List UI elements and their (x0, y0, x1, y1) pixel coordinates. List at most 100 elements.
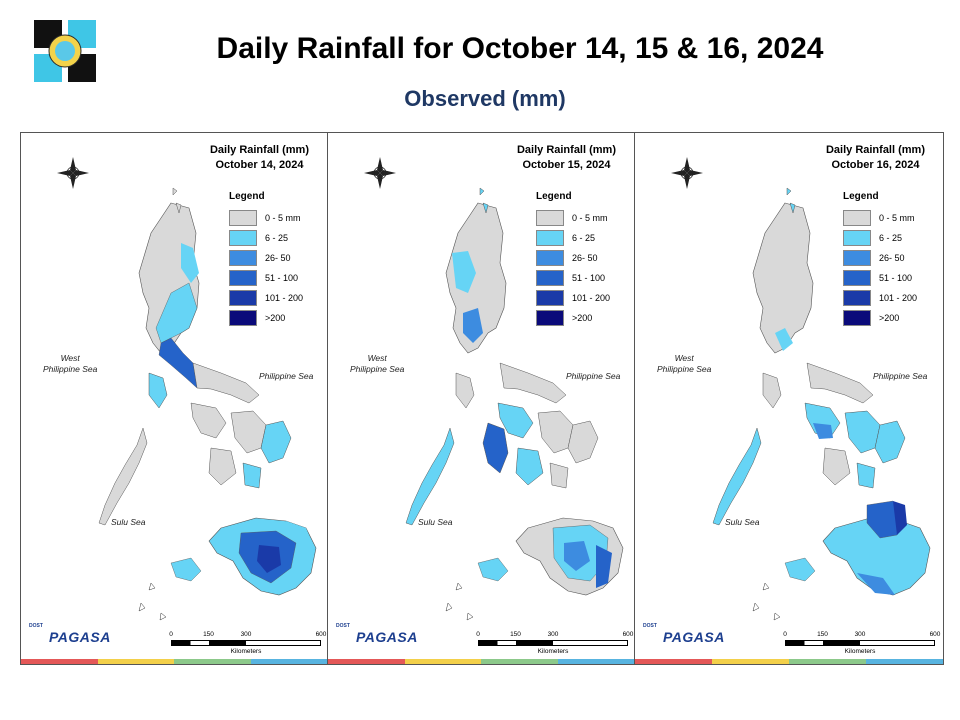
panel-title: Daily Rainfall (mm) October 14, 2024 (210, 143, 309, 173)
scale-unit: Kilometers (537, 648, 569, 655)
legend-item: 51 - 100 (536, 268, 610, 288)
compass-rose-icon (57, 157, 89, 189)
panel-title: Daily Rainfall (mm) October 16, 2024 (826, 143, 925, 173)
legend-item: >200 (229, 308, 303, 328)
scale-line (478, 640, 628, 646)
legend-swatch (843, 310, 871, 326)
legend-label: 101 - 200 (879, 293, 918, 303)
legend-swatch (229, 270, 257, 286)
legend-item: 51 - 100 (229, 268, 303, 288)
legend-label: 6 - 25 (265, 233, 289, 243)
west-philippine-sea-label: West Philippine Sea (657, 353, 712, 374)
legend-label: 51 - 100 (572, 273, 606, 283)
compass-rose-icon (364, 157, 396, 189)
brand-name: PAGASA (663, 629, 725, 645)
legend-item: 101 - 200 (843, 288, 917, 308)
legend: Legend 0 - 5 mm 6 - 25 26- 50 51 - 100 1… (843, 191, 917, 328)
legend-label: 0 - 5 mm (879, 213, 915, 223)
legend-item: 0 - 5 mm (843, 208, 917, 228)
pagasa-brand: DOST PAGASA (27, 621, 110, 651)
west-philippine-sea-label: West Philippine Sea (43, 353, 98, 374)
legend-swatch (229, 290, 257, 306)
scale-tick: 300 (547, 631, 559, 638)
legend-item: 6 - 25 (843, 228, 917, 248)
legend-swatch (536, 310, 564, 326)
map-panel-oct-16: Daily Rainfall (mm) October 16, 2024 Leg… (635, 133, 943, 664)
pagasa-seal-logo (32, 18, 98, 84)
legend-swatch (536, 230, 564, 246)
legend-swatch (229, 230, 257, 246)
legend-swatch (843, 250, 871, 266)
legend-swatch (536, 270, 564, 286)
legend-label: 0 - 5 mm (265, 213, 301, 223)
legend-item: 26- 50 (843, 248, 917, 268)
legend-swatch (843, 270, 871, 286)
legend-title: Legend (536, 191, 572, 202)
scale-unit: Kilometers (230, 648, 262, 655)
sulu-sea-label: Sulu Sea (725, 517, 760, 527)
legend-label: 26- 50 (879, 253, 905, 263)
brand-dost-label: DOST (29, 623, 43, 629)
legend: Legend 0 - 5 mm 6 - 25 26- 50 51 - 100 1… (536, 191, 610, 328)
pagasa-brand: DOST PAGASA (641, 621, 724, 651)
scale-tick: 600 (622, 631, 634, 638)
legend-swatch (843, 210, 871, 226)
scale-tick: 600 (929, 631, 941, 638)
panel-title-line1: Daily Rainfall (mm) (516, 144, 616, 156)
compass-rose-icon (671, 157, 703, 189)
philippine-sea-label: Philippine Sea (873, 371, 928, 381)
legend-swatch (229, 250, 257, 266)
scale-tick: 300 (854, 631, 866, 638)
scale-tick: 300 (240, 631, 252, 638)
scale-line (171, 640, 321, 646)
color-strip (21, 659, 327, 664)
scale-tick: 0 (169, 631, 173, 638)
scale-bar: 0 150 300 600 Kilometers (783, 631, 940, 655)
panel-title-line1: Daily Rainfall (mm) (825, 144, 925, 156)
legend-item: 0 - 5 mm (536, 208, 610, 228)
legend-item: 101 - 200 (229, 288, 303, 308)
sulu-sea-label: Sulu Sea (418, 517, 453, 527)
legend-title: Legend (229, 191, 265, 202)
legend-label: 26- 50 (572, 253, 598, 263)
philippine-sea-label: Philippine Sea (566, 371, 621, 381)
legend-item: 6 - 25 (536, 228, 610, 248)
scale-tick: 150 (510, 631, 521, 638)
philippine-sea-label: Philippine Sea (259, 371, 314, 381)
panel-title-line1: Daily Rainfall (mm) (209, 144, 309, 156)
legend-label: 0 - 5 mm (572, 213, 608, 223)
legend-label: 6 - 25 (879, 233, 903, 243)
scale-unit: Kilometers (844, 648, 876, 655)
legend-swatch (536, 250, 564, 266)
legend-item: 26- 50 (229, 248, 303, 268)
legend-swatch (229, 210, 257, 226)
legend-item: 101 - 200 (536, 288, 610, 308)
legend-label: 101 - 200 (265, 293, 304, 303)
legend-label: >200 (879, 313, 900, 323)
legend-label: 51 - 100 (879, 273, 913, 283)
legend-swatch (229, 310, 257, 326)
philippines-rainfall-map (405, 187, 624, 621)
pagasa-brand: DOST PAGASA (334, 621, 417, 651)
legend-item: >200 (536, 308, 610, 328)
scale-tick: 0 (783, 631, 787, 638)
legend-item: 26- 50 (536, 248, 610, 268)
legend-swatch (843, 230, 871, 246)
legend-swatch (843, 290, 871, 306)
legend-label: >200 (265, 313, 286, 323)
map-panels: Daily Rainfall (mm) October 14, 2024 Leg… (20, 132, 944, 665)
scale-tick: 0 (476, 631, 480, 638)
legend-label: 51 - 100 (265, 273, 299, 283)
legend-item: 6 - 25 (229, 228, 303, 248)
page-title: Daily Rainfall for October 14, 15 & 16, … (216, 32, 824, 65)
philippines-rainfall-map (712, 187, 931, 621)
brand-name: PAGASA (356, 629, 418, 645)
legend: Legend 0 - 5 mm 6 - 25 26- 50 51 - 100 1… (229, 191, 303, 328)
brand-name: PAGASA (49, 629, 111, 645)
scale-tick: 150 (817, 631, 828, 638)
page-subtitle: Observed (mm) (404, 86, 566, 111)
legend-label: >200 (572, 313, 593, 323)
map-panel-oct-15: Daily Rainfall (mm) October 15, 2024 Leg… (328, 133, 635, 664)
legend-label: 101 - 200 (572, 293, 611, 303)
color-strip (635, 659, 943, 664)
